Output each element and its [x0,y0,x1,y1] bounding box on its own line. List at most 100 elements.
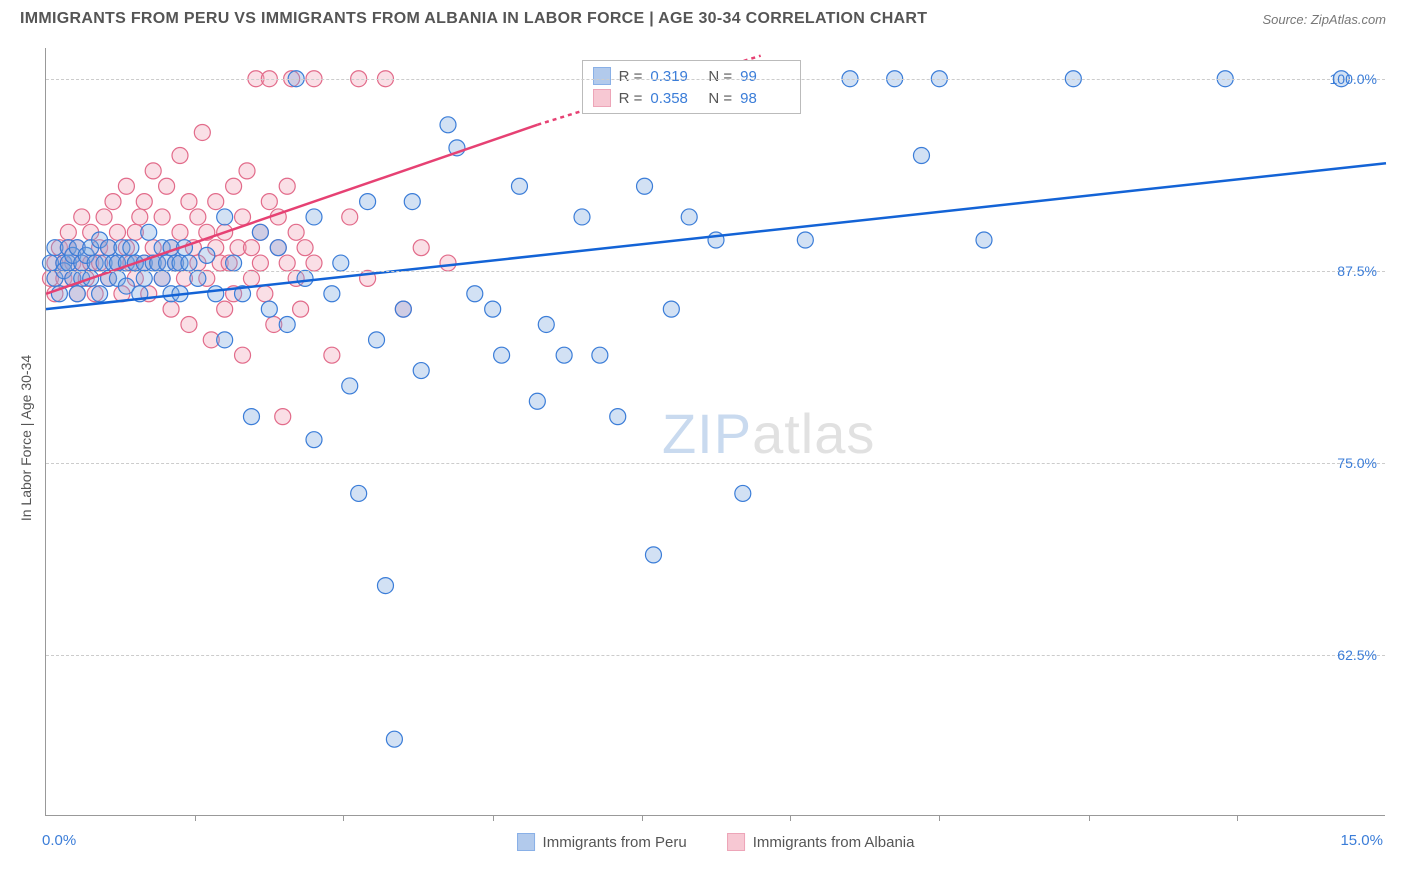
data-point [529,393,545,409]
data-point [610,409,626,425]
data-point [440,255,456,271]
gridline [46,79,1385,80]
data-point [735,485,751,501]
data-point [217,209,233,225]
data-point [279,316,295,332]
data-point [118,178,134,194]
regression-line [46,163,1386,309]
data-point [297,270,313,286]
data-point [172,224,188,240]
series-legend: Immigrants from Peru Immigrants from Alb… [517,833,915,851]
legend-label: Immigrants from Peru [543,834,687,851]
data-point [252,224,268,240]
data-point [645,547,661,563]
xtick [343,815,344,821]
n-value: 99 [740,68,790,85]
data-point [159,178,175,194]
data-point [324,347,340,363]
data-point [181,316,197,332]
data-point [69,286,85,302]
data-point [181,194,197,210]
data-point [239,163,255,179]
data-point [105,194,121,210]
data-point [306,432,322,448]
data-point [377,578,393,594]
data-point [136,270,152,286]
xtick [195,815,196,821]
data-point [360,194,376,210]
data-point [145,163,161,179]
data-point [243,240,259,256]
swatch-blue [517,833,535,851]
data-point [306,209,322,225]
data-point [494,347,510,363]
data-point [226,255,242,271]
chart-title: IMMIGRANTS FROM PERU VS IMMIGRANTS FROM … [20,10,927,28]
data-point [208,194,224,210]
data-point [257,286,273,302]
data-point [243,409,259,425]
data-point [199,247,215,263]
data-point [467,286,483,302]
swatch-pink [727,833,745,851]
data-point [637,178,653,194]
data-point [136,194,152,210]
data-point [132,209,148,225]
data-point [333,255,349,271]
data-point [190,270,206,286]
data-point [681,209,697,225]
data-point [194,124,210,140]
data-point [913,148,929,164]
n-value: 98 [740,90,790,107]
data-point [217,332,233,348]
n-label: N = [708,90,732,107]
data-point [74,209,90,225]
data-point [440,117,456,133]
data-point [154,270,170,286]
data-point [404,194,420,210]
swatch-pink [593,89,611,107]
r-label: R = [619,68,643,85]
legend-row-blue: R = 0.319 N = 99 [593,65,791,87]
data-point [485,301,501,317]
data-point [141,224,157,240]
xtick [790,815,791,821]
xtick [642,815,643,821]
data-point [226,178,242,194]
ytick-label: 62.5% [1337,647,1377,663]
data-point [181,255,197,271]
data-point [976,232,992,248]
ytick-label: 100.0% [1330,71,1377,87]
gridline [46,271,1385,272]
data-point [293,301,309,317]
gridline [46,655,1385,656]
data-point [261,194,277,210]
n-label: N = [708,68,732,85]
data-point [306,255,322,271]
data-point [96,209,112,225]
data-point [663,301,679,317]
legend-label: Immigrants from Albania [753,834,915,851]
data-point [342,209,358,225]
xtick [1089,815,1090,821]
xtick [939,815,940,821]
data-point [163,301,179,317]
data-point [413,363,429,379]
data-point [190,209,206,225]
source-attribution: Source: ZipAtlas.com [1262,12,1386,27]
data-point [235,209,251,225]
data-point [92,286,108,302]
data-point [395,301,411,317]
legend-item-peru: Immigrants from Peru [517,833,687,851]
r-value: 0.319 [650,68,700,85]
data-point [172,148,188,164]
data-point [538,316,554,332]
data-point [109,224,125,240]
y-axis-label: In Labor Force | Age 30-34 [18,355,34,521]
data-point [261,301,277,317]
legend-item-albania: Immigrants from Albania [727,833,915,851]
data-point [275,409,291,425]
swatch-blue [593,67,611,85]
data-point [342,378,358,394]
scatter-svg [46,48,1385,815]
